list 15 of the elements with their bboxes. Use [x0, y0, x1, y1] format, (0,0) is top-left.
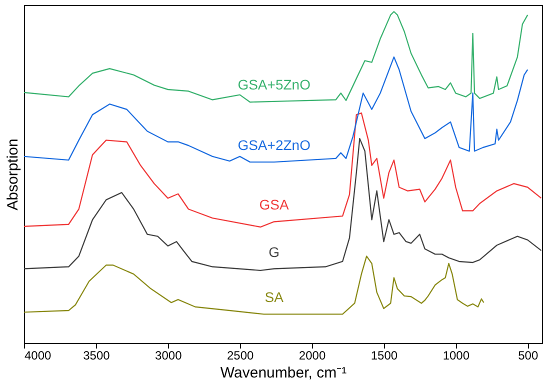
- series-label: GSA+2ZnO: [238, 137, 311, 154]
- x-tick-label: 1500: [370, 348, 398, 362]
- x-tick-label: 4000: [24, 348, 52, 362]
- series-label: SA: [264, 289, 284, 306]
- x-tick-label: 1000: [442, 348, 470, 362]
- series-label: GSA+5ZnO: [238, 76, 311, 92]
- x-tick-label: 500: [518, 348, 538, 362]
- x-tick-label: 3000: [155, 348, 182, 362]
- x-tick-label: 2000: [298, 348, 326, 362]
- y-axis-title: Absorption: [4, 138, 22, 210]
- series-label: GSA: [259, 196, 290, 213]
- x-tick-label: 3500: [83, 348, 110, 362]
- x-axis-title: Wavenumber, cm⁻¹: [220, 364, 347, 382]
- series-label: G: [268, 244, 280, 260]
- x-tick-label: 2500: [226, 348, 254, 362]
